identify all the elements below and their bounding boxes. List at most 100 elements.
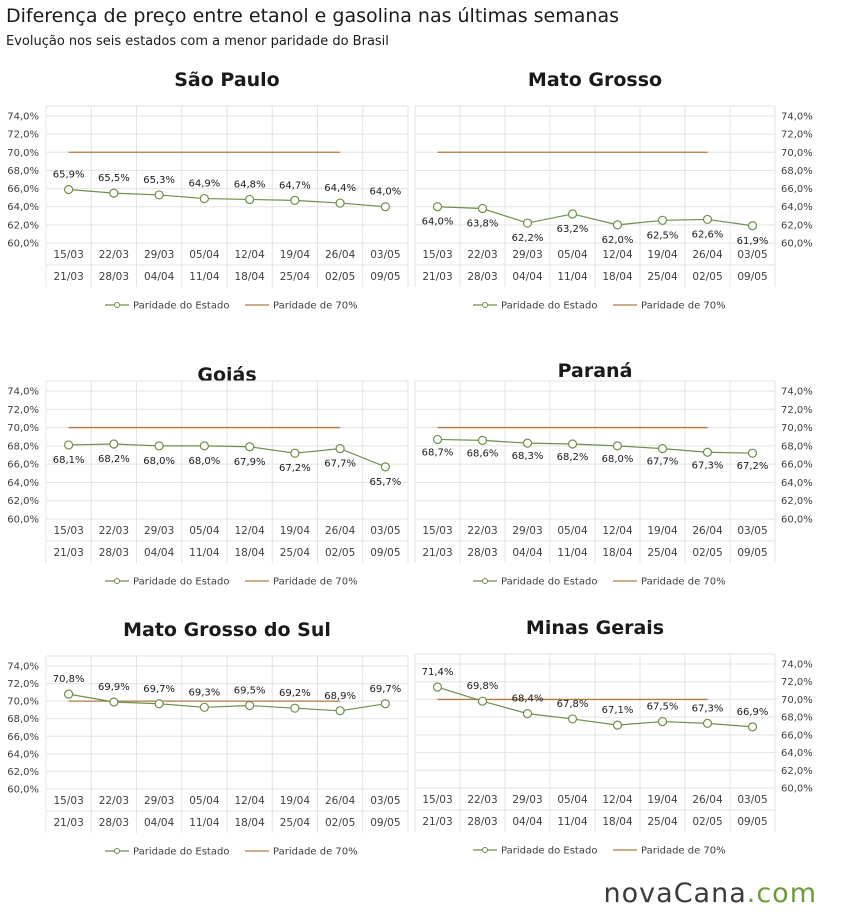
data-point: [290, 448, 300, 458]
y-tick-label: 72,0%: [781, 405, 813, 416]
x-tick-label-end: 18/04: [234, 817, 265, 829]
y-tick-label: 60,0%: [781, 239, 813, 250]
data-point: [335, 706, 345, 716]
x-tick-label-start: 19/04: [647, 249, 678, 261]
y-tick-label: 66,0%: [7, 184, 39, 195]
x-tick-label-start: 26/04: [692, 525, 723, 537]
data-label: 64,8%: [234, 179, 266, 190]
x-tick-label-start: 22/03: [99, 795, 129, 807]
data-label: 71,4%: [422, 667, 454, 678]
x-tick-label-start: 12/04: [602, 525, 633, 537]
y-tick-label: 64,0%: [7, 202, 39, 213]
y-tick-label: 68,0%: [781, 166, 813, 177]
x-tick-label-end: 25/04: [280, 547, 311, 559]
x-tick-label-end: 28/03: [99, 547, 129, 559]
data-label: 69,9%: [98, 682, 130, 693]
chart-mato-grosso-do-sul: Mato Grosso do Sul 60,0% 62,0% 64,0% 66,0% 68…: [7, 619, 409, 858]
data-point: [64, 184, 74, 195]
x-tick-label-start: 26/04: [692, 794, 723, 806]
x-tick-label-start: 12/04: [602, 249, 633, 261]
x-tick-label-end: 02/05: [692, 547, 722, 559]
data-label: 63,8%: [467, 219, 499, 230]
data-label: 68,3%: [512, 451, 544, 462]
x-tick-label-end: 25/04: [280, 271, 311, 283]
novacana-logo: novaCana.com: [604, 878, 817, 909]
data-label: 61,9%: [737, 236, 769, 247]
x-tick-label-start: 29/03: [144, 249, 174, 261]
x-tick-label-start: 22/03: [467, 249, 497, 261]
data-point: [199, 441, 209, 451]
data-point: [657, 716, 668, 727]
x-tick-label-start: 05/04: [189, 795, 220, 807]
legend-marker-estado: [482, 847, 488, 853]
x-tick-label-start: 03/05: [370, 795, 400, 807]
x-tick-label-start: 19/04: [647, 525, 678, 537]
x-tick-label-start: 19/04: [280, 795, 311, 807]
x-tick-label-start: 03/05: [737, 794, 767, 806]
x-tick-label-start: 12/04: [602, 794, 633, 806]
data-point: [747, 221, 758, 231]
data-point: [477, 203, 488, 214]
x-tick-label-start: 05/04: [557, 249, 588, 261]
x-tick-label-start: 12/04: [234, 249, 265, 261]
y-tick-label: 68,0%: [7, 441, 39, 452]
x-tick-label-end: 04/04: [144, 271, 175, 283]
x-tick-label-start: 22/03: [99, 525, 129, 537]
data-label: 68,4%: [512, 694, 544, 705]
legend-label-70: Paridade de 70%: [273, 847, 358, 858]
x-tick-label-end: 28/03: [467, 547, 497, 559]
x-tick-label-end: 18/04: [234, 547, 265, 559]
y-tick-label: 66,0%: [781, 730, 813, 741]
series-line-estado: [437, 686, 753, 728]
y-tick-label: 68,0%: [781, 713, 813, 724]
x-tick-label-start: 05/04: [557, 525, 588, 537]
data-point: [567, 714, 578, 724]
data-point: [64, 440, 74, 450]
y-tick-label: 66,0%: [781, 184, 813, 195]
x-tick-label-start: 15/03: [53, 525, 83, 537]
x-tick-label-start: 03/05: [737, 249, 767, 261]
legend-label-estado: Paridade do Estado: [501, 301, 597, 312]
y-tick-label: 70,0%: [781, 423, 813, 434]
data-label: 67,3%: [692, 460, 724, 471]
x-tick-label-end: 25/04: [647, 816, 678, 828]
x-tick-label-end: 04/04: [512, 816, 543, 828]
legend-label-estado: Paridade do Estado: [133, 847, 229, 858]
y-tick-label: 60,0%: [781, 515, 813, 526]
data-point: [657, 443, 668, 454]
x-tick-label-end: 09/05: [737, 547, 767, 559]
x-tick-label-start: 19/04: [280, 249, 311, 261]
data-point: [702, 718, 713, 728]
legend-marker-estado: [482, 302, 488, 308]
x-tick-label-end: 04/04: [512, 547, 543, 559]
data-label: 63,2%: [557, 224, 589, 235]
x-tick-label-end: 11/04: [557, 271, 588, 283]
x-tick-label-end: 11/04: [189, 271, 220, 283]
legend-marker-estado: [114, 848, 120, 854]
x-tick-label-end: 09/05: [370, 817, 400, 829]
page-subtitle: Evolução nos seis estados com a menor pa…: [6, 34, 389, 49]
x-tick-label-end: 25/04: [647, 271, 678, 283]
x-tick-label-start: 22/03: [99, 249, 129, 261]
data-label: 69,7%: [143, 684, 175, 695]
data-label: 62,6%: [692, 229, 724, 240]
data-label: 68,0%: [143, 456, 175, 467]
y-tick-label: 66,0%: [781, 460, 813, 471]
data-label: 64,7%: [279, 180, 311, 191]
legend-label-estado: Paridade do Estado: [501, 577, 597, 588]
data-label: 65,5%: [98, 173, 130, 184]
x-tick-label-start: 26/04: [325, 525, 356, 537]
data-label: 69,5%: [234, 686, 266, 697]
x-tick-label-start: 15/03: [422, 249, 452, 261]
y-tick-label: 72,0%: [7, 679, 39, 690]
x-tick-label-start: 12/04: [234, 525, 265, 537]
legend-label-70: Paridade de 70%: [273, 577, 358, 588]
data-point: [612, 441, 623, 451]
data-point: [432, 682, 443, 692]
x-tick-label-start: 03/05: [370, 525, 400, 537]
y-tick-label: 72,0%: [7, 130, 39, 141]
data-point: [109, 439, 119, 449]
y-tick-label: 64,0%: [781, 748, 813, 759]
x-tick-label-end: 18/04: [602, 547, 633, 559]
data-label: 69,2%: [279, 688, 311, 699]
